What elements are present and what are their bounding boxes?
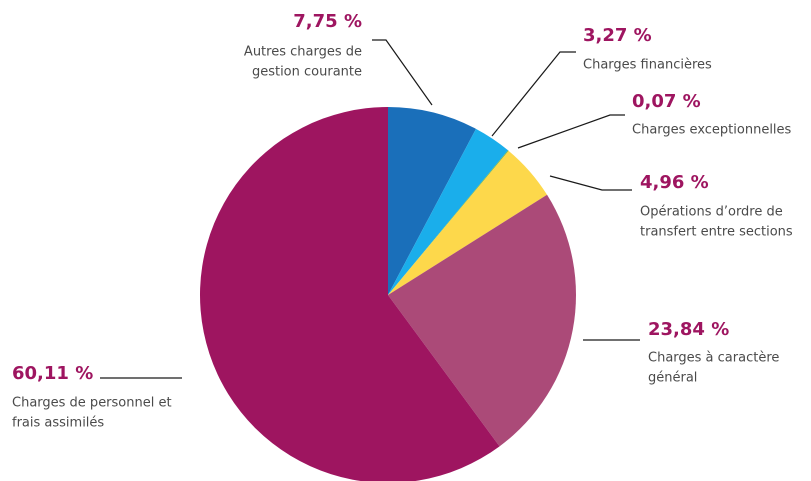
slice-label: transfert entre sections — [640, 225, 793, 240]
slice-label: Charges à caractère — [648, 351, 779, 366]
data-label: 7,75 % — [293, 11, 362, 32]
slice-label: Opérations d’ordre de — [640, 205, 783, 220]
pie-slice — [388, 150, 548, 295]
slice-label: frais assimilés — [12, 416, 104, 431]
slice-label: général — [648, 371, 697, 386]
data-label: 3,27 % — [583, 25, 652, 46]
pie-slice — [388, 150, 509, 295]
pie-slice — [200, 107, 500, 481]
data-label: 4,96 % — [640, 172, 709, 193]
data-label: 0,07 % — [632, 91, 701, 112]
pie-slice — [388, 128, 509, 295]
leader-line — [491, 51, 576, 137]
slice-label: gestion courante — [252, 65, 362, 80]
leader-line — [372, 39, 433, 106]
data-label: 60,11 % — [12, 363, 93, 384]
slice-label: Charges financières — [583, 58, 712, 73]
slice-label: Charges de personnel et — [12, 396, 172, 411]
leader-line — [549, 175, 632, 191]
slice-label: Charges exceptionnelles — [632, 123, 792, 138]
pie-slice — [388, 107, 476, 295]
pie-slice — [388, 194, 576, 447]
data-label: 23,84 % — [648, 319, 729, 340]
slice-label: Autres charges de — [244, 45, 362, 60]
leader-line — [517, 114, 625, 149]
